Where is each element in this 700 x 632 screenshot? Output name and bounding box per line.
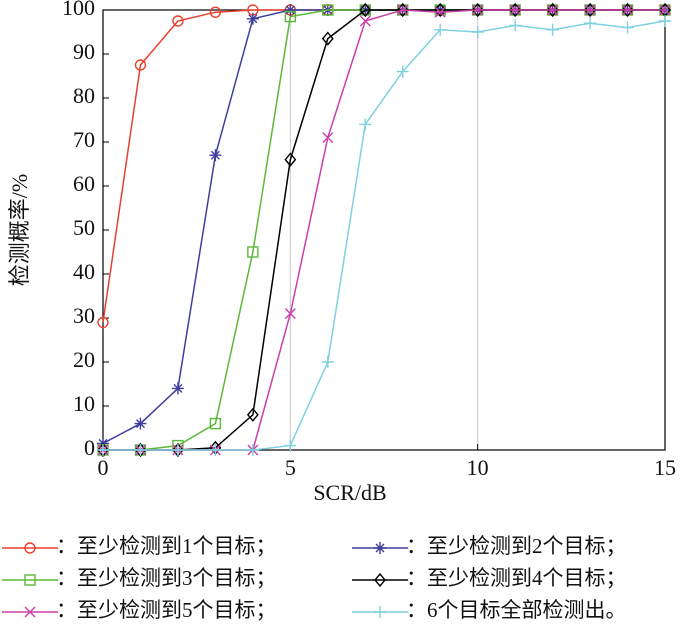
marker — [322, 132, 334, 144]
marker — [546, 23, 559, 36]
marker — [396, 2, 409, 18]
marker — [359, 15, 371, 27]
marker — [584, 2, 596, 18]
legend-marker — [24, 542, 36, 554]
marker — [246, 444, 259, 456]
legend-label: ：至少检测到1个目标； — [56, 534, 277, 558]
x-tick-label: 0 — [98, 455, 109, 480]
marker — [471, 2, 484, 18]
legend-label: ：至少检测到2个目标； — [406, 534, 627, 558]
marker — [434, 23, 447, 36]
marker — [134, 417, 147, 430]
y-tick-label: 70 — [73, 127, 95, 152]
marker — [621, 21, 634, 34]
marker — [284, 10, 297, 23]
y-tick-label: 80 — [73, 83, 95, 108]
legend-marker — [24, 574, 36, 586]
y-tick-label: 100 — [62, 0, 95, 20]
marker — [547, 4, 559, 16]
marker — [622, 4, 634, 16]
marker — [359, 118, 372, 131]
marker — [472, 4, 484, 16]
x-tick-label: 10 — [467, 455, 489, 480]
marker — [359, 2, 372, 18]
marker — [584, 4, 596, 16]
marker — [397, 4, 409, 16]
y-tick-label: 30 — [73, 303, 95, 328]
marker — [97, 444, 109, 456]
series-line — [103, 20, 666, 451]
y-tick-label: 40 — [73, 259, 95, 284]
legend-label: ：至少检测到3个目标； — [56, 566, 277, 590]
marker — [209, 417, 222, 430]
series-line — [102, 9, 665, 445]
marker — [659, 15, 671, 27]
series-line — [103, 9, 665, 451]
marker — [321, 31, 334, 46]
y-tick-label: 60 — [73, 171, 95, 196]
marker — [171, 444, 184, 456]
marker — [97, 316, 109, 329]
legend-marker — [374, 542, 386, 554]
marker — [246, 12, 259, 25]
plot-frame — [102, 9, 666, 451]
marker — [134, 444, 147, 456]
x-axis-label: SCR/dB — [313, 480, 386, 505]
marker — [247, 246, 259, 258]
legend-label: ：至少检测到4个目标； — [406, 566, 627, 590]
y-tick-label: 10 — [73, 391, 95, 416]
series-line — [103, 9, 665, 451]
marker — [509, 4, 521, 16]
marker — [209, 149, 222, 162]
marker — [546, 2, 559, 18]
series-line — [102, 9, 665, 323]
legend-marker — [374, 606, 386, 618]
marker — [471, 26, 484, 38]
marker — [172, 15, 184, 27]
y-axis-label: 检测概率/% — [7, 174, 32, 286]
marker — [246, 407, 259, 422]
legend-marker — [374, 572, 386, 588]
marker — [284, 439, 297, 452]
marker — [321, 356, 334, 368]
x-tick-label: 5 — [285, 455, 296, 480]
marker — [171, 382, 184, 395]
marker — [584, 17, 597, 30]
y-tick-label: 20 — [73, 347, 95, 372]
marker — [209, 444, 222, 456]
marker — [621, 2, 634, 18]
legend-marker — [24, 606, 36, 618]
legend-label: ：6个目标全部检测出。 — [406, 598, 627, 622]
marker — [509, 19, 522, 32]
marker — [209, 6, 222, 18]
x-tick-label: 15 — [654, 455, 676, 480]
marker — [509, 2, 522, 18]
y-tick-label: 50 — [73, 215, 95, 240]
marker — [284, 152, 297, 167]
legend-label: ：至少检测到5个目标； — [56, 598, 277, 622]
marker — [434, 6, 446, 18]
series-line — [103, 9, 665, 451]
y-tick-label: 0 — [84, 435, 95, 460]
marker — [284, 4, 297, 16]
marker — [322, 4, 334, 16]
marker — [659, 4, 671, 16]
marker — [396, 65, 409, 78]
marker — [134, 59, 147, 71]
y-tick-label: 90 — [73, 39, 95, 64]
marker — [284, 308, 296, 320]
